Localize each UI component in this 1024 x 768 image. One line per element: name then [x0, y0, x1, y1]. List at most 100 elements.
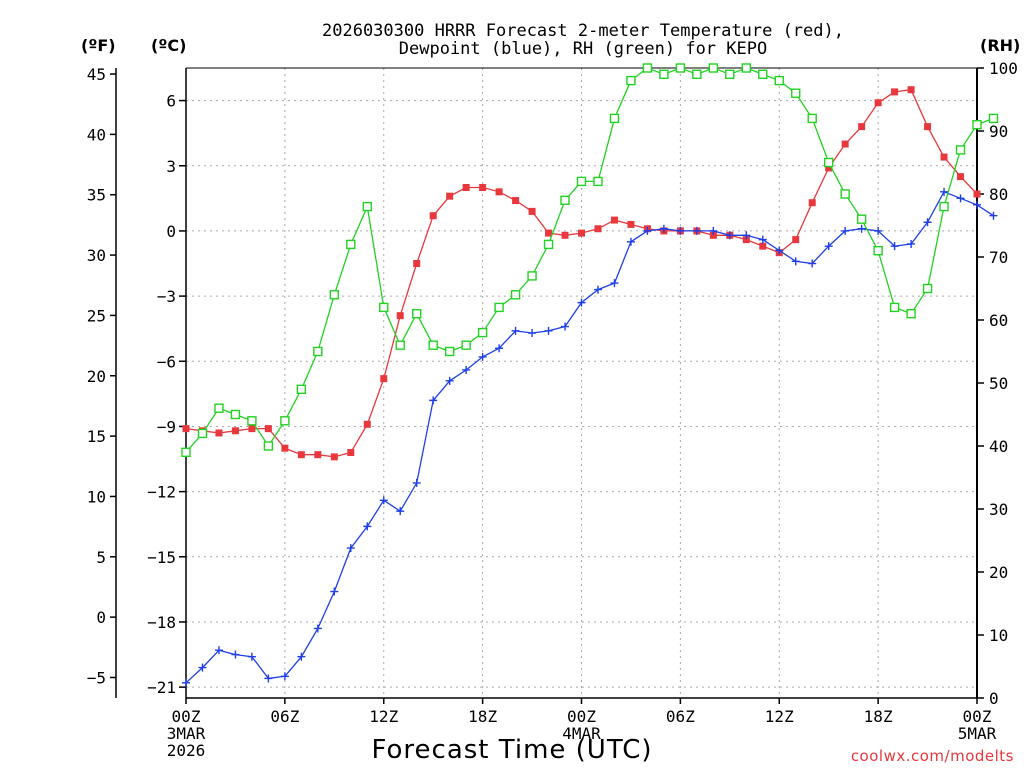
- dewpoint-point: [379, 496, 388, 505]
- rh-point: [626, 75, 636, 86]
- rh-point: [362, 201, 372, 212]
- temperature-point: [858, 123, 866, 131]
- credit-text: coolwx.com/modelts: [851, 747, 1014, 765]
- rh-tick-label: 80: [989, 185, 1008, 204]
- temperature-point: [512, 197, 520, 205]
- dewpoint-point: [841, 226, 850, 235]
- dewpoint-point: [247, 652, 256, 661]
- temperature-point: [561, 231, 569, 239]
- dewpoint-point: [659, 224, 668, 233]
- temperature-point: [957, 173, 965, 181]
- dewpoint-point: [709, 226, 718, 235]
- dewpoint-point: [725, 231, 734, 240]
- dewpoint-point: [297, 652, 306, 661]
- dewpoint-point: [396, 507, 405, 516]
- temperature-point: [610, 216, 618, 224]
- celsius-tick-label: −12: [147, 483, 176, 502]
- dewpoint-point: [923, 218, 932, 227]
- rh-point: [412, 309, 422, 319]
- temperature-point: [215, 429, 223, 437]
- dewpoint-point: [593, 285, 602, 294]
- rh-tick-label: 30: [989, 500, 1008, 519]
- celsius-tick-label: −21: [147, 678, 176, 697]
- chart-axes: [115, 67, 978, 699]
- dewpoint-point: [808, 259, 817, 268]
- dewpoint-point: [544, 326, 553, 335]
- rh-point: [214, 403, 224, 413]
- rh-point: [461, 340, 471, 350]
- dewpoint-point: [775, 246, 784, 255]
- rh-point: [230, 409, 241, 420]
- rh-point: [346, 239, 356, 250]
- dewpoint-point: [626, 237, 635, 246]
- dewpoint-point: [692, 226, 701, 235]
- dewpoint-point: [429, 396, 438, 405]
- rh-point: [263, 441, 274, 451]
- rh-point: [197, 428, 208, 439]
- rh-point: [873, 245, 883, 256]
- dewpoint-point: [231, 650, 240, 659]
- dewpoint-point: [313, 624, 322, 633]
- dewpoint-point: [824, 242, 833, 251]
- dewpoint-point: [280, 672, 289, 681]
- time-tick-label: 00Z: [963, 707, 992, 726]
- fahrenheit-tick-label: 40: [87, 125, 106, 144]
- rh-tick-label: 20: [989, 563, 1008, 582]
- dewpoint-point: [478, 352, 487, 361]
- chart-title-line2: Dewpoint (blue), RH (green) for KEPO: [399, 39, 767, 59]
- fahrenheit-axis-ticks: 45 40 35 30 25 20 15 10 5 0 −5: [87, 65, 116, 687]
- rh-point: [313, 346, 323, 357]
- dewpoint-point: [462, 365, 471, 374]
- fahrenheit-tick-label: 5: [96, 548, 106, 567]
- dewpoint-point: [610, 279, 619, 288]
- rh-tick-label: 70: [989, 248, 1008, 267]
- rh-point: [840, 189, 850, 199]
- temperature-point: [281, 444, 289, 452]
- temperature-point: [446, 192, 454, 200]
- rh-series-line: [185, 67, 994, 453]
- dewpoint-point: [198, 663, 207, 672]
- temperature-point: [380, 375, 388, 383]
- temperature-point: [841, 140, 849, 148]
- temperature-point: [248, 425, 256, 433]
- temperature-point: [297, 451, 305, 459]
- rh-point: [527, 271, 537, 281]
- dewpoint-point: [940, 187, 949, 196]
- time-tick-label: 12Z: [765, 707, 794, 726]
- chart-series: [181, 63, 999, 687]
- time-tick-label: 06Z: [666, 707, 695, 726]
- rh-point: [560, 195, 570, 206]
- rh-point: [675, 63, 686, 73]
- dewpoint-point: [742, 231, 751, 240]
- dewpoint-point: [973, 200, 981, 209]
- rh-point: [774, 75, 784, 86]
- rh-point: [609, 113, 620, 124]
- celsius-unit-label: (ºC): [151, 36, 186, 55]
- rh-point: [395, 340, 405, 350]
- rh-point: [708, 63, 719, 73]
- time-tick-label: 00Z: [172, 707, 201, 726]
- rh-tick-label: 50: [989, 374, 1008, 393]
- celsius-tick-label: −9: [157, 417, 176, 436]
- rh-tick-label: 0: [989, 689, 999, 708]
- fahrenheit-tick-label: 45: [87, 65, 106, 84]
- fahrenheit-tick-label: 0: [96, 608, 106, 627]
- dewpoint-point: [330, 587, 339, 596]
- dewpoint-point: [956, 194, 965, 203]
- rh-tick-label: 60: [989, 311, 1008, 330]
- celsius-tick-label: −18: [147, 613, 176, 632]
- rh-tick-label: 10: [989, 626, 1008, 645]
- rh-point: [906, 309, 916, 319]
- dewpoint-point: [412, 478, 421, 487]
- celsius-tick-label: −3: [157, 287, 176, 306]
- fahrenheit-tick-label: 30: [87, 246, 106, 265]
- temperature-point: [479, 183, 487, 191]
- dewpoint-point: [561, 322, 570, 331]
- rh-point: [659, 69, 669, 80]
- dewpoint-point: [264, 674, 273, 683]
- fahrenheit-tick-label: −5: [87, 668, 106, 687]
- celsius-tick-label: −15: [147, 548, 176, 567]
- dewpoint-point: [182, 678, 190, 687]
- dewpoint-point: [676, 226, 685, 235]
